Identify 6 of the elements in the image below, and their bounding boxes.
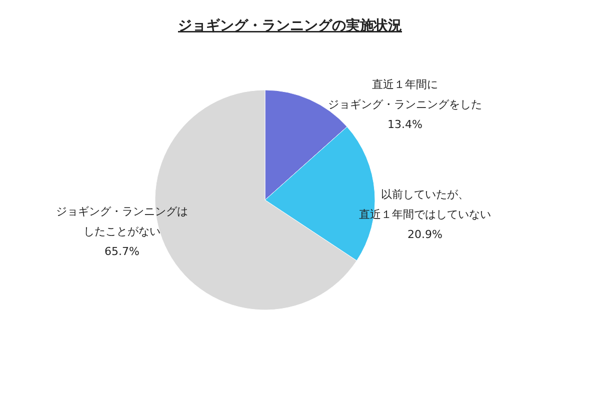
data-label: 20.9% [408,228,442,241]
data-label: 13.4% [388,118,422,131]
data-label: 65.7% [104,245,140,258]
slice-label: 直近１年間にジョギング・ランニングをした [328,78,482,111]
chart-title: ジョギング・ランニングの実施状況 [178,17,402,34]
slice-label: ジョギング・ランニングはしたことがない [56,205,188,238]
